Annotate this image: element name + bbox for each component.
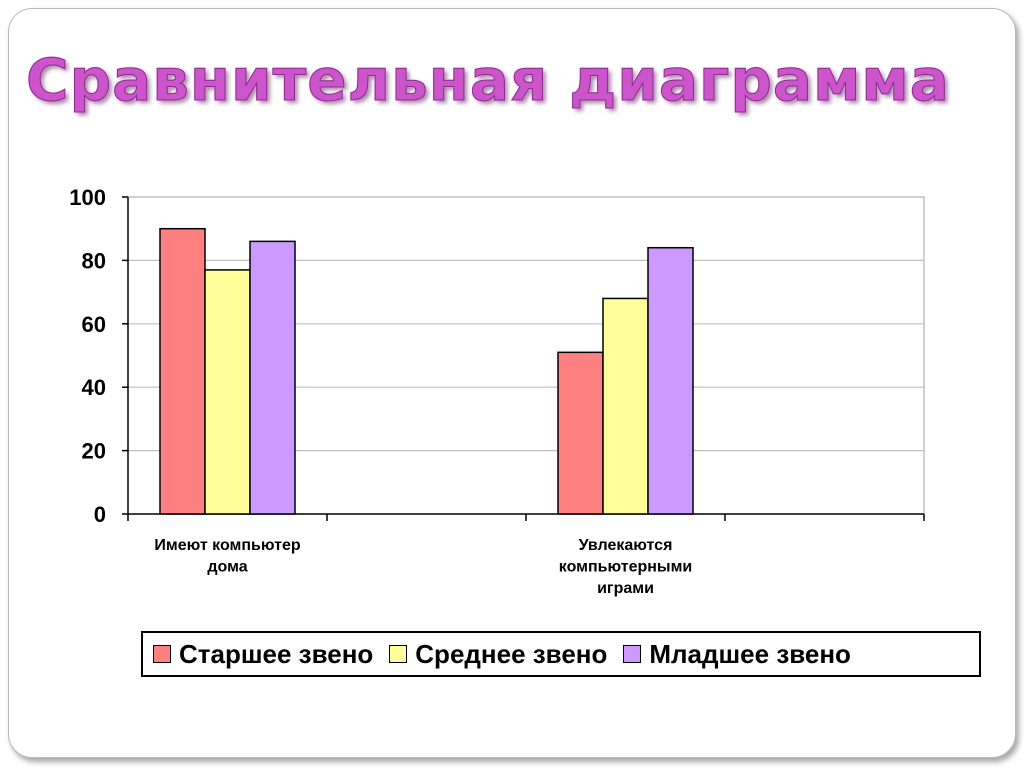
x-category-label: Имеют компьютер дома (154, 537, 300, 576)
y-tick-label: 80 (82, 248, 106, 273)
legend-item-3: Младшее звено (623, 639, 851, 670)
legend-label: Младшее звено (649, 638, 851, 669)
y-tick-label: 40 (82, 375, 106, 400)
bar-3-1 (249, 240, 296, 515)
y-tick-label: 20 (82, 439, 106, 464)
y-tick-label: 0 (94, 502, 106, 527)
y-tick-label: 100 (69, 185, 106, 210)
bar-3-2 (647, 246, 694, 515)
bar-1-2 (557, 351, 604, 515)
legend-swatch (153, 645, 171, 663)
legend-label: Среднее звено (415, 638, 608, 669)
bar-1-1 (159, 227, 206, 515)
y-tick-label: 60 (82, 312, 106, 337)
legend-swatch (389, 645, 408, 663)
bar-2-2 (602, 297, 649, 515)
legend-item-2: Среднее звено (389, 639, 607, 670)
chart-legend: Старшее звено Среднее звено Младшее звено (141, 631, 981, 677)
bar-2-1 (204, 269, 251, 515)
legend-item-1: Старшее звено (153, 639, 373, 670)
legend-swatch (623, 645, 642, 663)
legend-label: Старшее звено (179, 638, 374, 669)
slide-title: Сравнительная диаграмма (26, 46, 950, 115)
x-category-label: Увлекаются компьютерными играми (559, 537, 692, 597)
